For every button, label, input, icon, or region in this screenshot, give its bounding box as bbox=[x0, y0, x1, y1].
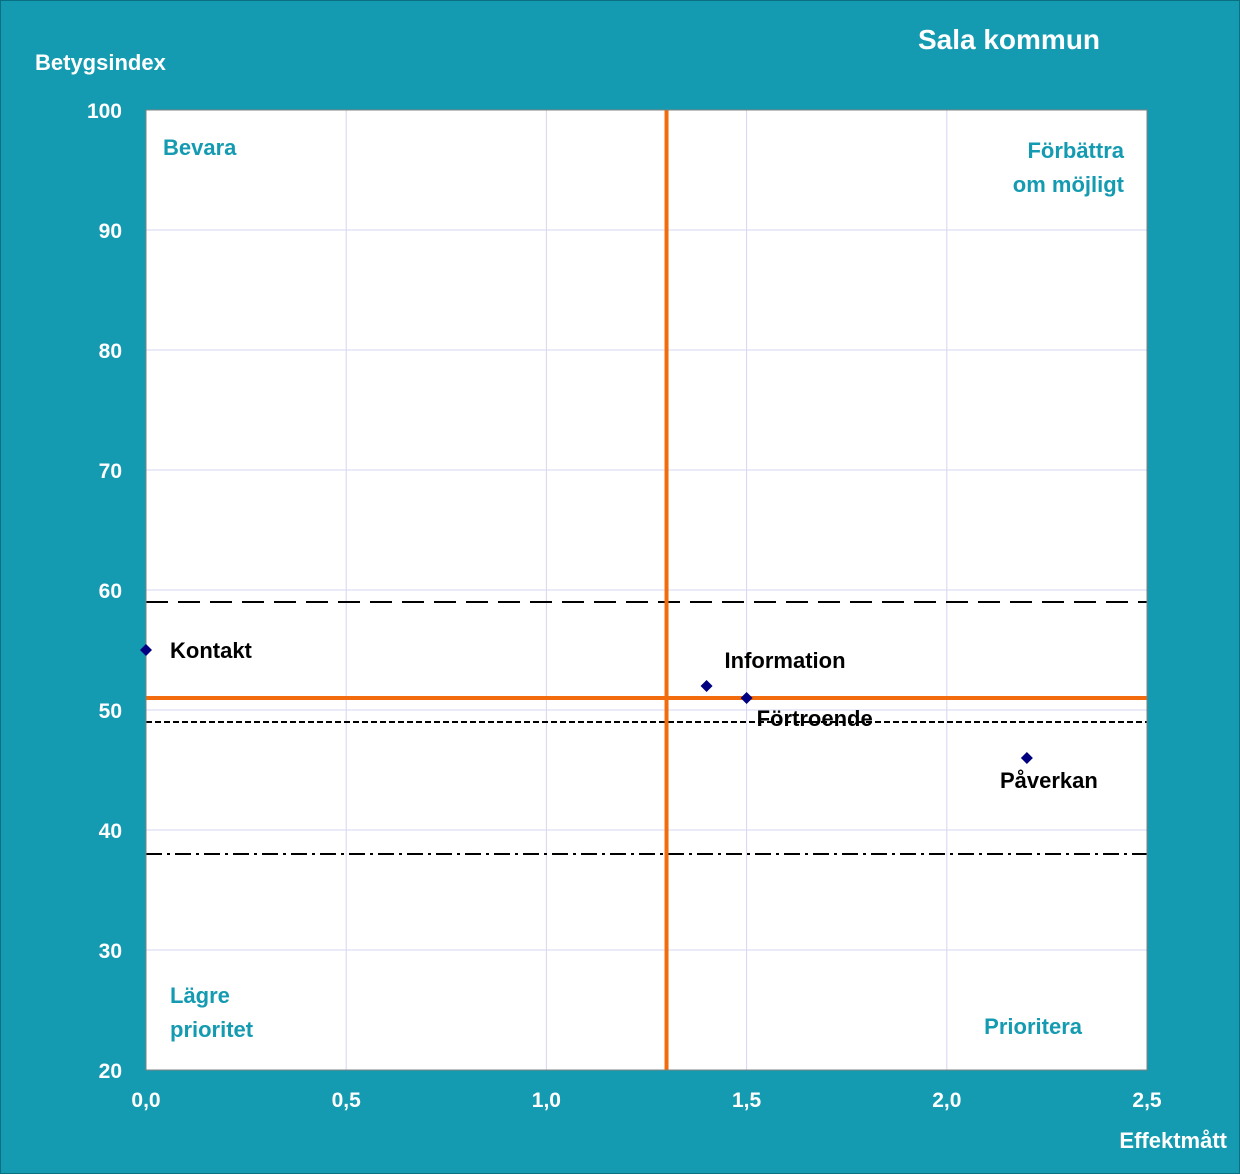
x-tick-label: 2,5 bbox=[1132, 1089, 1162, 1112]
quadrant-label-bottom-left: Lägre bbox=[170, 983, 230, 1008]
data-point-label: Information bbox=[725, 648, 846, 673]
y-tick-label: 50 bbox=[99, 700, 122, 723]
y-axis-title: Betygsindex bbox=[35, 50, 167, 75]
x-axis-title: Effektmått bbox=[1119, 1128, 1227, 1153]
y-tick-label: 80 bbox=[99, 340, 122, 363]
x-tick-label: 0,0 bbox=[131, 1089, 160, 1112]
data-point-marker bbox=[700, 680, 713, 692]
data-point-marker bbox=[740, 692, 753, 704]
y-tick-label: 20 bbox=[99, 1060, 122, 1083]
y-tick-label: 90 bbox=[99, 220, 122, 243]
plot-area: 0,0 0,5 1,0 1,5 2,0 2,5 20 30 40 50 60 70 80 90 100 Bev… bbox=[87, 100, 1162, 1112]
y-tick-label: 30 bbox=[99, 940, 122, 963]
x-tick-label: 0,5 bbox=[332, 1089, 362, 1112]
data-point-marker bbox=[140, 644, 152, 656]
plot-border bbox=[145, 109, 1148, 1071]
y-tick-label: 60 bbox=[99, 580, 122, 603]
quadrant-label-top-left: Bevara bbox=[163, 135, 237, 160]
data-point-label: Förtroende bbox=[757, 706, 873, 731]
data-point-label: Påverkan bbox=[1000, 768, 1098, 793]
quadrant-label-top-right: om möjligt bbox=[1013, 172, 1125, 197]
data-point-marker bbox=[1020, 752, 1033, 764]
data-point-label: Kontakt bbox=[170, 638, 253, 663]
quadrant-label-top-right: Förbättra bbox=[1027, 138, 1124, 163]
quadrant-label-bottom-right: Prioritera bbox=[984, 1014, 1083, 1039]
chart-title: Sala kommun bbox=[918, 24, 1100, 55]
x-tick-label: 1,5 bbox=[732, 1089, 762, 1112]
y-tick-label: 70 bbox=[99, 460, 122, 483]
x-tick-label: 1,0 bbox=[532, 1089, 561, 1112]
x-tick-label: 2,0 bbox=[932, 1089, 961, 1112]
y-tick-label: 40 bbox=[99, 820, 122, 843]
quadrant-label-bottom-left: prioritet bbox=[170, 1017, 254, 1042]
y-tick-label: 100 bbox=[87, 100, 122, 123]
